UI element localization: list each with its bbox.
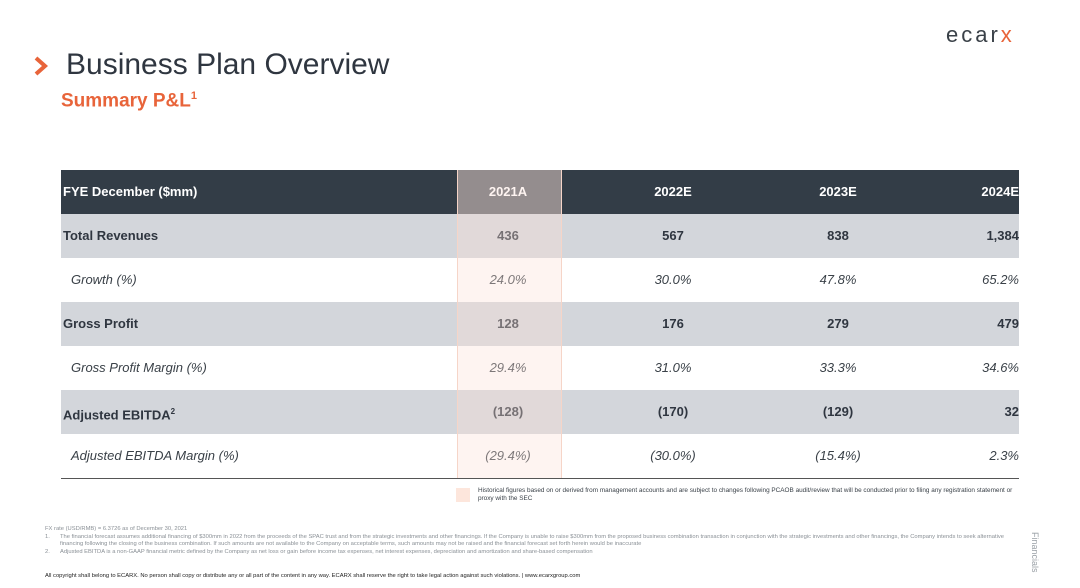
cell-value: 479 bbox=[997, 316, 1019, 331]
cell-value: (15.4%) bbox=[815, 448, 861, 463]
historical-column-highlight bbox=[457, 170, 562, 478]
cell-value: 436 bbox=[497, 228, 519, 243]
row-label: Growth (%) bbox=[71, 272, 137, 287]
cell-value: 65.2% bbox=[982, 272, 1019, 287]
cell-value: (128) bbox=[492, 404, 524, 419]
cell-value: 24.0% bbox=[489, 272, 527, 287]
cell-value: 567 bbox=[662, 228, 684, 243]
header-2024e: 2024E bbox=[981, 184, 1019, 199]
cell-value: (129) bbox=[822, 404, 854, 419]
cell-value: 128 bbox=[497, 316, 519, 331]
cell-value: 838 bbox=[827, 228, 849, 243]
cell-value: 1,384 bbox=[986, 228, 1019, 243]
legend-swatch bbox=[456, 488, 470, 502]
cell-value: (30.0%) bbox=[650, 448, 696, 463]
page-subtitle: Summary P&L1 bbox=[61, 90, 197, 112]
cell-value: 176 bbox=[662, 316, 684, 331]
table-row: Gross Profit 128 176 279 479 bbox=[61, 302, 1019, 346]
cell-value: 32 bbox=[1004, 404, 1019, 419]
table-row: Total Revenues 436 567 838 1,384 bbox=[61, 214, 1019, 258]
header-2023e: 2023E bbox=[819, 184, 857, 199]
cell-value: 29.4% bbox=[489, 360, 527, 375]
row-label: Adjusted EBITDA Margin (%) bbox=[71, 448, 239, 463]
cell-value: (170) bbox=[657, 404, 689, 419]
table-row: Adjusted EBITDA2 (128) (170) (129) 32 bbox=[61, 390, 1019, 434]
footnote-2: 2. Adjusted EBITDA is a non-GAAP financia… bbox=[45, 548, 593, 555]
row-label: Gross Profit Margin (%) bbox=[71, 360, 207, 375]
section-side-tab: Financials bbox=[1030, 532, 1040, 573]
cell-value: 279 bbox=[827, 316, 849, 331]
header-2022e: 2022E bbox=[654, 184, 692, 199]
row-label: Gross Profit bbox=[63, 316, 139, 331]
header-2021a: 2021A bbox=[488, 184, 528, 199]
cell-value: 33.3% bbox=[819, 360, 857, 375]
table-row: Gross Profit Margin (%) 29.4% 31.0% 33.3… bbox=[61, 346, 1019, 390]
ecarx-logo: ecarx bbox=[946, 22, 1015, 47]
page-title: Business Plan Overview bbox=[66, 48, 390, 81]
table-header-row: FYE December ($mm) 2021A 2022E 2023E 202… bbox=[61, 170, 1019, 214]
cell-value: 47.8% bbox=[819, 272, 857, 287]
row-label: Total Revenues bbox=[63, 228, 159, 243]
fx-note: FX rate (USD/RMB) = 6.3726 as of Decembe… bbox=[45, 526, 188, 532]
footnotes: FX rate (USD/RMB) = 6.3726 as of Decembe… bbox=[45, 526, 1010, 556]
chevron-right-icon bbox=[34, 56, 49, 76]
table-row: Adjusted EBITDA Margin (%) (29.4%) (30.0… bbox=[61, 434, 1019, 478]
cell-value: (29.4%) bbox=[485, 448, 531, 463]
copyright-notice: All copyright shall belong to ECARX. No … bbox=[45, 573, 581, 579]
row-label: Adjusted EBITDA2 bbox=[63, 407, 176, 423]
header-highlight bbox=[457, 170, 562, 214]
cell-value: 34.6% bbox=[982, 360, 1019, 375]
footnote-1: 1. The financial forecast assumes additio… bbox=[45, 533, 1005, 548]
table-bottom-rule bbox=[61, 478, 1019, 479]
cell-value: 2.3% bbox=[989, 448, 1019, 463]
cell-value: 31.0% bbox=[654, 360, 692, 375]
legend-text: Historical figures based on or derived f… bbox=[478, 487, 1013, 502]
table-row: Growth (%) 24.0% 30.0% 47.8% 65.2% bbox=[61, 258, 1019, 302]
header-label: FYE December ($mm) bbox=[63, 184, 198, 199]
cell-value: 30.0% bbox=[654, 272, 692, 287]
